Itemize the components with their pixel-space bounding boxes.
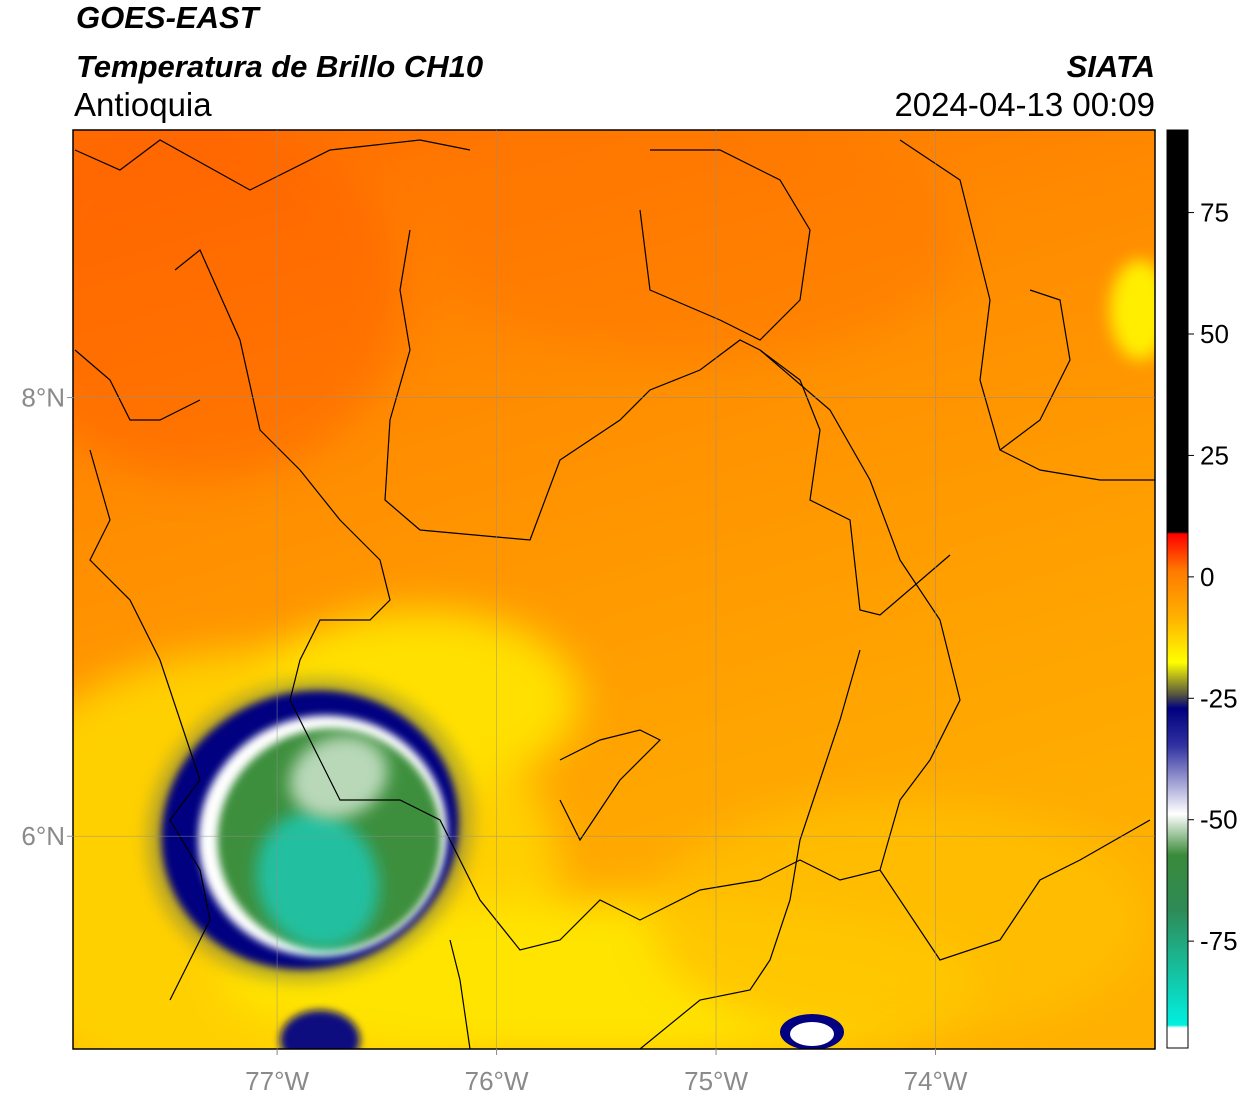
x-tick-label: 75°W <box>684 1066 748 1096</box>
colorbar-tick-label: 75 <box>1200 198 1229 228</box>
title: GOES-EAST <box>76 0 262 35</box>
timestamp: 2024-04-13 00:09 <box>894 86 1155 123</box>
subtitle: Temperatura de Brillo CH10 <box>76 49 483 84</box>
colorbar-tick-label: -50 <box>1200 805 1238 835</box>
colorbar-tick-label: -75 <box>1200 926 1238 956</box>
satellite-image <box>73 130 1155 1049</box>
colorbar-tick-label: -25 <box>1200 683 1238 713</box>
region: Antioquia <box>74 86 212 123</box>
x-tick-label: 76°W <box>465 1066 529 1096</box>
colorbar-tick-label: 50 <box>1200 319 1229 349</box>
y-tick-label: 8°N <box>21 383 65 413</box>
colorbar-tick-label: 0 <box>1200 562 1214 592</box>
map-frame <box>72 129 1156 1050</box>
x-tick-label: 74°W <box>904 1066 968 1096</box>
y-tick-label: 6°N <box>21 821 65 851</box>
x-tick-label: 77°W <box>245 1066 309 1096</box>
colorbar-tick-label: 25 <box>1200 440 1229 470</box>
colorbar <box>1166 129 1189 1049</box>
source: SIATA <box>1067 49 1155 84</box>
